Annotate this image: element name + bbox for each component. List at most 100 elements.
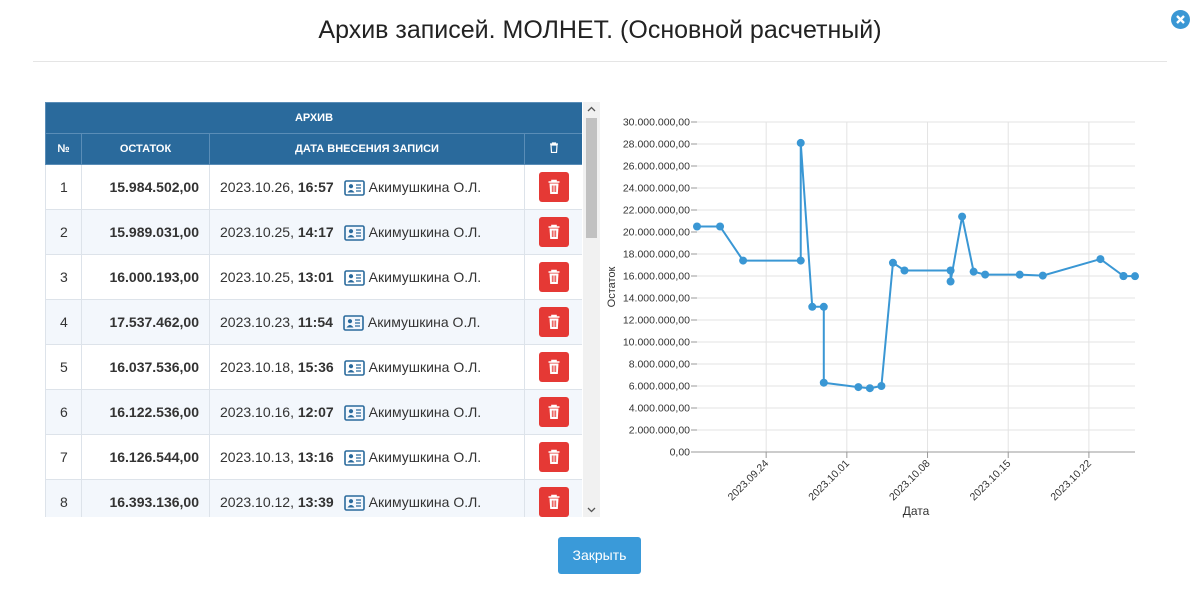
- delete-button[interactable]: [538, 172, 569, 202]
- row-number: 4: [45, 299, 82, 345]
- point: [796, 138, 805, 147]
- delete-button[interactable]: [538, 262, 569, 292]
- user-icon: [333, 314, 368, 331]
- balance: 16.000.193,00: [81, 254, 210, 300]
- table-row: 5 16.037.536,00 2023.10.18, 15:36 Акимушкин…: [45, 344, 582, 390]
- balance: 16.122.536,00: [81, 389, 210, 435]
- y-tick-label: 10.000.000,00: [623, 337, 690, 349]
- table-row: 1 15.984.502,00 2023.10.26, 16:57 Акимушкин…: [45, 164, 582, 210]
- balance: 16.126.544,00: [81, 434, 210, 480]
- point: [969, 267, 978, 276]
- user-name: Акимушкина О.Л.: [368, 268, 482, 285]
- record-date: 2023.10.18, 15:36 Акимушкина О.Л.: [209, 344, 525, 390]
- close-button[interactable]: Закрыть: [558, 537, 641, 574]
- time: 15:36: [297, 358, 334, 375]
- time: 13:16: [297, 448, 334, 465]
- scroll-thumb[interactable]: [586, 118, 597, 238]
- y-tick-label: 20.000.000,00: [623, 227, 690, 239]
- date: 2023.10.18,: [220, 358, 294, 375]
- date: 2023.10.25,: [220, 223, 294, 240]
- user-icon: [334, 359, 369, 376]
- user-name: Акимушкина О.Л.: [368, 448, 482, 465]
- close-icon[interactable]: [1171, 10, 1190, 29]
- row-number: 7: [45, 434, 82, 480]
- column-header: ДАТА ВНЕСЕНИЯ ЗАПИСИ: [209, 133, 525, 165]
- column-header: ОСТАТОК: [81, 133, 210, 165]
- balance: 17.537.462,00: [81, 299, 210, 345]
- user-name: Акимушкина О.Л.: [367, 313, 481, 330]
- point: [693, 222, 701, 231]
- table-row: 3 16.000.193,00 2023.10.25, 13:01 Акимушкин…: [45, 254, 582, 300]
- delete-button[interactable]: [538, 352, 569, 382]
- point: [946, 277, 955, 286]
- column-header: №: [45, 133, 82, 165]
- record-date: 2023.10.26, 16:57 Акимушкина О.Л.: [209, 164, 525, 210]
- y-tick-label: 12.000.000,00: [623, 315, 690, 327]
- point: [958, 212, 967, 221]
- group-header: АРХИВ: [45, 102, 582, 134]
- point: [1131, 272, 1139, 281]
- scroll-up[interactable]: [583, 102, 600, 116]
- point: [1038, 271, 1047, 280]
- delete-button[interactable]: [538, 487, 569, 517]
- point: [1015, 270, 1024, 279]
- record-date: 2023.10.25, 13:01 Акимушкина О.Л.: [209, 254, 525, 300]
- line: [697, 142, 1136, 390]
- scroll-down[interactable]: [583, 503, 600, 517]
- delete-cell: [524, 434, 582, 480]
- point: [877, 382, 886, 390]
- row-number: 5: [45, 344, 82, 390]
- y-tick-label: 18.000.000,00: [623, 249, 690, 261]
- x-tick-label: 2023.09.24: [726, 458, 772, 504]
- y-tick-label: 30.000.000,00: [623, 117, 690, 129]
- record-date: 2023.10.23, 11:54 Акимушкина О.Л.: [209, 299, 525, 345]
- date: 2023.10.25,: [220, 268, 294, 285]
- delete-cell: [524, 164, 582, 210]
- point: [796, 256, 805, 265]
- trash-header: [524, 133, 582, 165]
- point: [946, 266, 955, 275]
- point: [865, 384, 874, 393]
- x-tick-label: 2023.10.15: [968, 458, 1014, 504]
- table-row: 8 16.393.136,00 2023.10.12, 13:39 Акимушкин…: [45, 479, 582, 517]
- point: [819, 378, 828, 387]
- point: [1096, 255, 1105, 264]
- delete-cell: [524, 299, 582, 345]
- row-number: 8: [45, 479, 82, 517]
- delete-cell: [524, 479, 582, 517]
- point: [819, 302, 828, 311]
- record-date: 2023.10.12, 13:39 Акимушкина О.Л.: [209, 479, 525, 517]
- separator: [33, 61, 1167, 62]
- date: 2023.10.26,: [220, 178, 294, 195]
- user-icon: [334, 449, 369, 466]
- y-tick-label: 2.000.000,00: [629, 425, 690, 437]
- delete-button[interactable]: [538, 217, 569, 247]
- scrollbar[interactable]: [583, 102, 600, 517]
- delete-button[interactable]: [538, 397, 569, 427]
- delete-button[interactable]: [538, 307, 569, 337]
- record-date: 2023.10.25, 14:17 Акимушкина О.Л.: [209, 209, 525, 255]
- y-tick-label: 14.000.000,00: [623, 293, 690, 305]
- delete-cell: [524, 344, 582, 390]
- date: 2023.10.13,: [220, 448, 294, 465]
- x-tick-label: 2023.10.08: [887, 458, 933, 504]
- user-name: Акимушкина О.Л.: [368, 223, 482, 240]
- user-icon: [334, 224, 369, 241]
- archive-table: АРХИВ № ОСТАТОК ДАТА ВНЕСЕНИЯ ЗАПИСИ 1 15…: [45, 102, 582, 517]
- y-tick-label: 6.000.000,00: [629, 381, 690, 393]
- point: [739, 256, 748, 265]
- user-name: Акимушкина О.Л.: [368, 178, 482, 195]
- point: [981, 270, 990, 279]
- user-icon: [334, 179, 369, 196]
- time: 13:01: [297, 268, 334, 285]
- user-icon: [334, 404, 369, 421]
- time: 13:39: [297, 493, 334, 510]
- delete-button[interactable]: [538, 442, 569, 472]
- point: [1119, 272, 1128, 281]
- y-tick-label: 16.000.000,00: [623, 271, 690, 283]
- table-row: 2 15.989.031,00 2023.10.25, 14:17 Акимушкин…: [45, 209, 582, 255]
- record-date: 2023.10.13, 13:16 Акимушкина О.Л.: [209, 434, 525, 480]
- y-tick-label: 26.000.000,00: [623, 161, 690, 173]
- point: [854, 383, 863, 392]
